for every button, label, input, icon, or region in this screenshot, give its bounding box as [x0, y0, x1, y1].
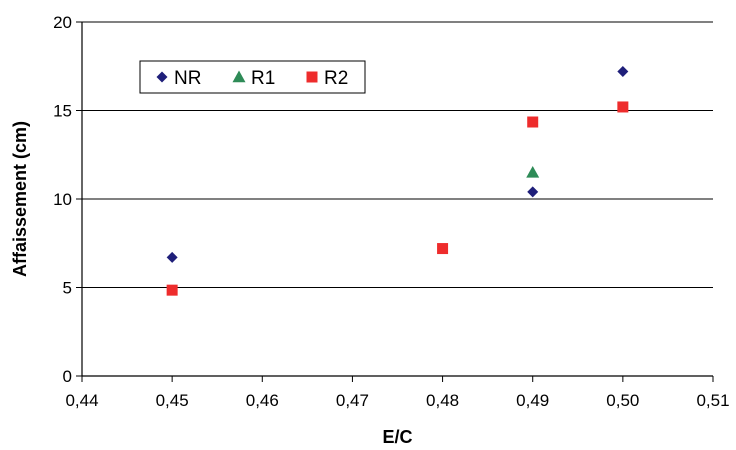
x-tick-label: 0,48 — [426, 391, 459, 410]
point-nr — [617, 66, 629, 78]
x-tick-label: 0,49 — [516, 391, 549, 410]
y-tick-label: 5 — [63, 279, 72, 298]
point-r2 — [527, 116, 539, 128]
legend-marker-r2 — [306, 71, 318, 83]
gridlines — [82, 21, 713, 288]
point-r1 — [526, 165, 540, 178]
point-r2 — [437, 243, 449, 255]
legend-box — [139, 60, 366, 94]
y-axis-title: Affaissement (cm) — [10, 121, 30, 277]
point-r2 — [166, 284, 178, 296]
x-axis-title: E/C — [382, 427, 412, 447]
x-tick-label: 0,50 — [606, 391, 639, 410]
data-points — [166, 66, 629, 296]
series-r2 — [166, 101, 629, 296]
legend-marker-r1 — [232, 70, 246, 83]
x-tick-label: 0,47 — [336, 391, 369, 410]
y-tick-label: 15 — [53, 102, 72, 121]
series-r1 — [526, 165, 540, 178]
y-tick-label: 0 — [63, 367, 72, 386]
legend-marker-nr — [156, 71, 168, 83]
point-nr — [527, 186, 539, 198]
x-tick-label: 0,44 — [65, 391, 98, 410]
legend: NR R1 R2 — [139, 60, 366, 94]
legend-label-r1: R1 — [251, 68, 275, 89]
point-r2 — [617, 101, 629, 113]
x-tick-label: 0,51 — [696, 391, 729, 410]
tick-labels: 0 5 10 15 20 0,44 0,45 0,46 0,47 0,48 0,49 0,50 0,51 — [53, 13, 729, 410]
y-tick-label: 20 — [53, 13, 72, 32]
legend-label-r2: R2 — [324, 68, 348, 89]
series-nr — [166, 66, 629, 263]
y-tick-label: 10 — [53, 190, 72, 209]
x-tick-label: 0,46 — [246, 391, 279, 410]
axes — [76, 21, 714, 382]
point-nr — [166, 251, 178, 263]
x-tick-label: 0,45 — [156, 391, 189, 410]
legend-label-nr: NR — [174, 68, 201, 89]
